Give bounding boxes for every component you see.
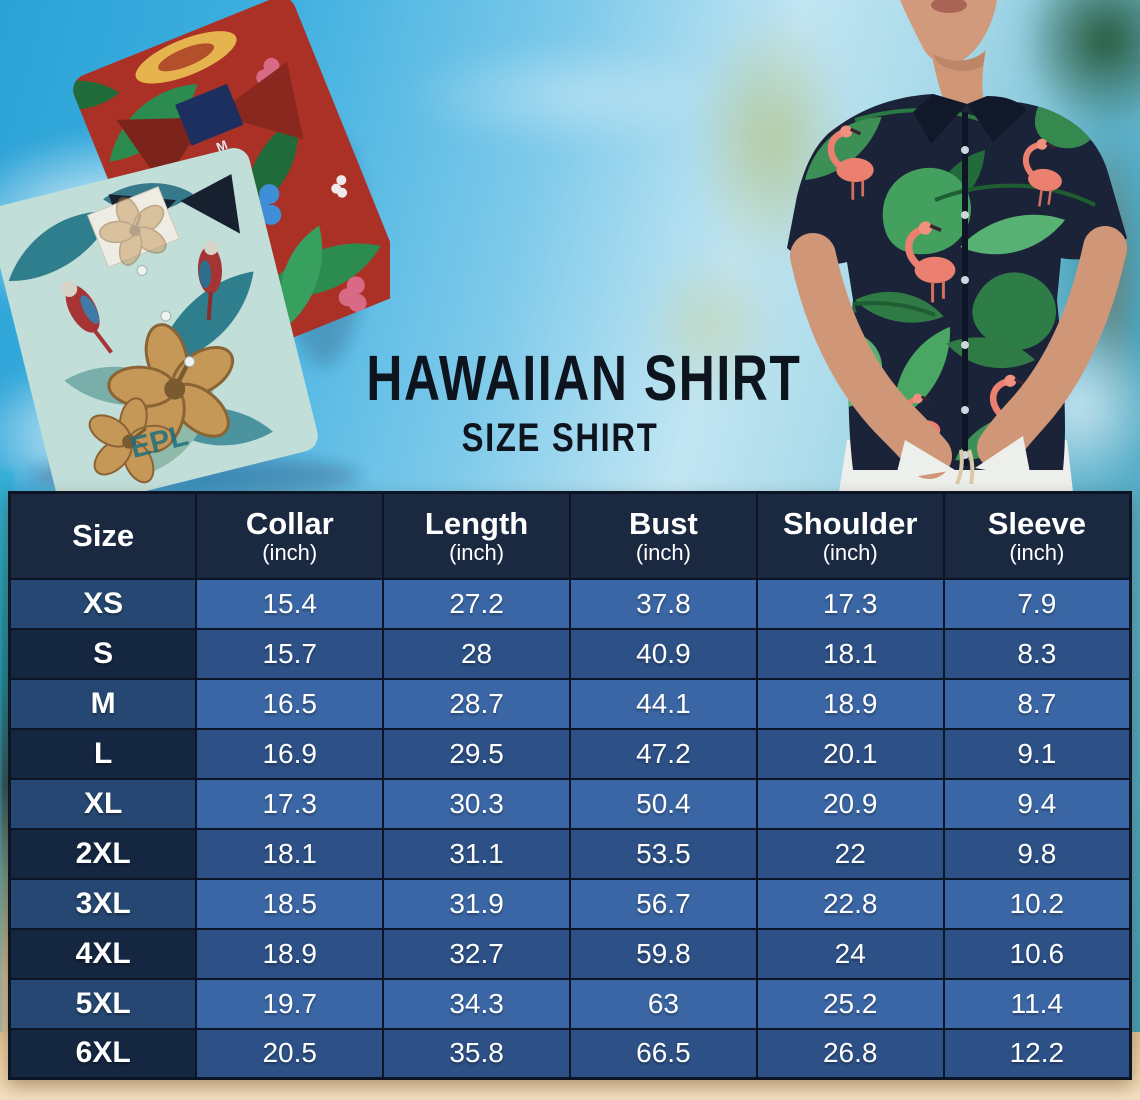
measurement-cell: 11.4: [942, 977, 1132, 1030]
brand-label: [175, 83, 244, 146]
size-chart-table: Size Collar (inch) Length (inch) Bust (inch) Sh…: [8, 491, 1132, 1080]
measurement-cell: 18.5: [195, 877, 385, 930]
measurement-cell: 7.9: [942, 577, 1132, 630]
measurement-cell: 15.4: [195, 577, 385, 630]
measurement-cell: 15.7: [195, 627, 385, 680]
parrot-print: [61, 280, 113, 354]
size-row-s: S 15.7 28 40.9 18.1 8.3: [8, 627, 1132, 680]
column-header-size: Size: [8, 491, 198, 580]
size-row-l: L 16.9 29.5 47.2 20.1 9.1: [8, 727, 1132, 780]
measurement-cell: 10.2: [942, 877, 1132, 930]
measurement-cell: 22: [755, 827, 945, 880]
measurement-cell: 24: [755, 927, 945, 980]
column-header-collar: Collar (inch): [195, 491, 385, 580]
measurement-cell: 28.7: [382, 677, 571, 730]
lips: [931, 0, 967, 13]
measurement-cell: 37.8: [568, 577, 758, 630]
measurement-cell: 63: [568, 977, 758, 1030]
cloud: [400, 40, 740, 150]
size-label-cell: 2XL: [8, 827, 198, 880]
page-title: HAWAIIAN SHIRT: [366, 342, 802, 414]
column-header-sleeve: Sleeve (inch): [942, 491, 1132, 580]
size-label-cell: XL: [8, 777, 198, 830]
column-header-bust: Bust (inch): [568, 491, 758, 580]
measurement-cell: 35.8: [382, 1027, 571, 1080]
size-row-xs: XS 15.4 27.2 37.8 17.3 7.9: [8, 577, 1132, 630]
measurement-cell: 8.3: [942, 627, 1132, 680]
measurement-cell: 59.8: [568, 927, 758, 980]
measurement-cell: 26.8: [755, 1027, 945, 1080]
column-header-shoulder: Shoulder (inch): [755, 491, 945, 580]
size-row-3xl: 3XL 18.5 31.9 56.7 22.8 10.2: [8, 877, 1132, 930]
size-label-cell: 6XL: [8, 1027, 198, 1080]
measurement-cell: 47.2: [568, 727, 758, 780]
model-arms: [790, 226, 1127, 485]
measurement-cell: 20.5: [195, 1027, 385, 1080]
measurement-cell: 40.9: [568, 627, 758, 680]
measurement-cell: 8.7: [942, 677, 1132, 730]
measurement-cell: 20.9: [755, 777, 945, 830]
parrot-print: [197, 240, 222, 321]
size-row-xl: XL 17.3 30.3 50.4 20.9 9.4: [8, 777, 1132, 830]
measurement-cell: 31.9: [382, 877, 571, 930]
size-label-cell: L: [8, 727, 198, 780]
measurement-cell: 30.3: [382, 777, 571, 830]
measurement-cell: 9.1: [942, 727, 1132, 780]
measurement-cell: 20.1: [755, 727, 945, 780]
model-photo: [787, 0, 1127, 492]
measurement-cell: 9.8: [942, 827, 1132, 880]
size-label-cell: M: [8, 677, 198, 730]
measurement-cell: 44.1: [568, 677, 758, 730]
collar-left: [913, 94, 967, 144]
size-label-cell: XS: [8, 577, 198, 630]
measurement-cell: 12.2: [942, 1027, 1132, 1080]
size-row-m: M 16.5 28.7 44.1 18.9 8.7: [8, 677, 1132, 730]
measurement-cell: 66.5: [568, 1027, 758, 1080]
measurement-cell: 34.3: [382, 977, 571, 1030]
measurement-cell: 17.3: [755, 577, 945, 630]
measurement-cell: 17.3: [195, 777, 385, 830]
measurement-cell: 27.2: [382, 577, 571, 630]
pants-drawstring: [955, 449, 975, 485]
collar-right: [967, 96, 1027, 142]
measurement-cell: 32.7: [382, 927, 571, 980]
title-block: HAWAIIAN SHIRT SIZE SHIRT: [305, 346, 815, 458]
measurement-cell: 50.4: [568, 777, 758, 830]
blurred-palm-foliage: [640, 250, 780, 400]
measurement-cell: 18.9: [195, 927, 385, 980]
size-row-6xl: 6XL 20.5 35.8 66.5 26.8 12.2: [8, 1027, 1132, 1080]
size-row-4xl: 4XL 18.9 32.7 59.8 24 10.6: [8, 927, 1132, 980]
teal-hawaiian-shirt: EPL: [0, 148, 318, 502]
size-label-cell: 5XL: [8, 977, 198, 1030]
measurement-cell: 16.9: [195, 727, 385, 780]
measurement-cell: 22.8: [755, 877, 945, 930]
measurement-cell: 56.7: [568, 877, 758, 930]
measurement-cell: 9.4: [942, 777, 1132, 830]
measurement-cell: 18.1: [195, 827, 385, 880]
size-row-5xl: 5XL 19.7 34.3 63 25.2 11.4: [8, 977, 1132, 1030]
size-row-2xl: 2XL 18.1 31.1 53.5 22 9.8: [8, 827, 1132, 880]
measurement-cell: 18.9: [755, 677, 945, 730]
measurement-cell: 28: [382, 627, 571, 680]
column-header-length: Length (inch): [382, 491, 571, 580]
size-chart-header: Size Collar (inch) Length (inch) Bust (inch) Sh…: [8, 491, 1132, 580]
size-label-cell: 3XL: [8, 877, 198, 930]
measurement-cell: 53.5: [568, 827, 758, 880]
measurement-cell: 31.1: [382, 827, 571, 880]
measurement-cell: 19.7: [195, 977, 385, 1030]
folded-shirts-photo: M EPL: [0, 0, 390, 502]
measurement-cell: 18.1: [755, 627, 945, 680]
size-label-cell: S: [8, 627, 198, 680]
page-subtitle: SIZE SHIRT: [461, 416, 659, 460]
size-label-cell: 4XL: [8, 927, 198, 980]
measurement-cell: 16.5: [195, 677, 385, 730]
measurement-cell: 29.5: [382, 727, 571, 780]
measurement-cell: 10.6: [942, 927, 1132, 980]
measurement-cell: 25.2: [755, 977, 945, 1030]
